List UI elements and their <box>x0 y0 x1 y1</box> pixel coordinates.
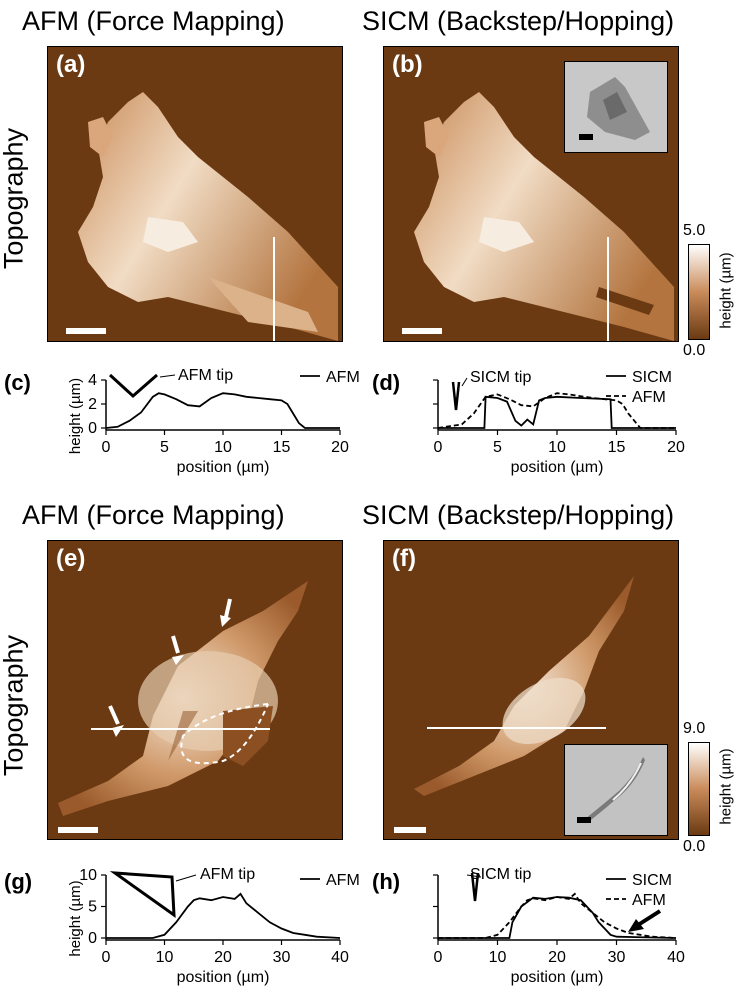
panel-b-optical-inset <box>564 61 668 153</box>
plot-d-legend-afm-label: AFM <box>632 389 666 406</box>
panel-f-image <box>394 576 634 833</box>
colorbar-bottom-unit: height (µm) <box>717 748 735 825</box>
plot-h-arrow-icon <box>628 909 662 932</box>
plot-d-series-afm-line <box>437 392 676 429</box>
plot-h-tip-label: SICM tip <box>470 866 531 883</box>
plot-h-tip-icon <box>466 872 482 902</box>
row-label-bottom: Topography <box>0 634 29 777</box>
plot-g-tip-label: AFM tip <box>200 866 255 883</box>
plot-c-xtick-label: 0 <box>102 439 111 456</box>
plot-c-ylabel: height (µm) <box>67 378 84 454</box>
panel-a-label: (a) <box>56 51 86 78</box>
sicm-bottom-header: SICM (Backstep/Hopping) <box>362 500 675 530</box>
panel-g-label: (g) <box>4 869 32 894</box>
panel-e-label: (e) <box>56 545 86 572</box>
plot-c-xtick-label: 20 <box>331 439 349 456</box>
plot-c-xtick-label: 15 <box>273 439 291 456</box>
afm-top-header: AFM (Force Mapping) <box>22 6 285 36</box>
plot-g-container: (g) 0 10 20 30 40 0 5 10 position (µm) height (µm)… <box>0 855 360 1000</box>
plot-h-container: (h) 0 10 20 30 40 position (µm) SICM AFM SICM tip <box>370 855 700 1000</box>
plot-c-xtick-label: 10 <box>214 439 232 456</box>
plot-d-svg: (d) 0 5 10 15 20 position (µm) SICM AFM SICM tip <box>372 369 685 476</box>
panel-e-scale-bar <box>58 827 98 833</box>
panel-e-image <box>58 581 308 833</box>
sicm-top-header: SICM (Backstep/Hopping) <box>362 6 675 36</box>
plot-g-ytick-label: 0 <box>88 930 97 947</box>
plot-h-series-afm-line <box>438 892 677 939</box>
plot-c-svg: (c) 0 5 10 15 20 0 2 4 position (µm) height (µm) AF… <box>4 367 360 476</box>
panel-e-afm-topography: (e) <box>47 540 343 840</box>
plot-h-xtick-label: 20 <box>548 949 566 966</box>
panel-f-optical-inset <box>564 744 668 836</box>
panel-d-label: (d) <box>372 370 400 395</box>
plot-h-legend-sicm-label: SICM <box>632 872 672 889</box>
plot-g-series-afm-line <box>106 892 341 939</box>
panel-f-scale-bar <box>394 827 426 833</box>
plot-h-xtick-label: 0 <box>434 949 443 966</box>
plot-c-ytick-label: 4 <box>88 372 97 389</box>
plot-c-legend-afm-label: AFM <box>326 369 360 386</box>
plot-c-ytick-label: 2 <box>88 396 97 413</box>
plot-g-ylabel: height (µm) <box>67 880 84 956</box>
plot-c-tip-icon <box>108 373 176 399</box>
plot-c-ytick-label: 0 <box>88 420 97 437</box>
plot-d-xlabel: position (µm) <box>511 459 604 476</box>
plot-g-xtick-label: 20 <box>214 949 232 966</box>
plot-g-legend-afm-label: AFM <box>326 872 360 889</box>
row-label-top: Topography <box>0 127 29 270</box>
plot-h-xtick-label: 40 <box>667 949 685 966</box>
plot-d-xtick-label: 15 <box>608 439 626 456</box>
panel-f-sicm-topography: (f) <box>383 540 679 840</box>
plot-c-container: (c) 0 5 10 15 20 0 2 4 position (µm) height (µm) AF… <box>0 360 360 500</box>
plot-g-xtick-label: 10 <box>156 949 174 966</box>
plot-c-xtick-label: 5 <box>160 439 169 456</box>
plot-h-xlabel: position (µm) <box>511 969 604 986</box>
panel-a-image <box>66 92 338 341</box>
panel-b-label: (b) <box>392 51 423 78</box>
plot-d-tip-label: SICM tip <box>470 369 531 386</box>
afm-bottom-header: AFM (Force Mapping) <box>22 500 285 530</box>
plot-c-tip-label: AFM tip <box>178 367 233 384</box>
plot-g-xtick-label: 40 <box>331 949 349 966</box>
plot-d-xtick-label: 10 <box>548 439 566 456</box>
panel-b-image <box>402 92 674 341</box>
plot-d-xtick-label: 0 <box>434 439 443 456</box>
plot-g-ytick-label: 10 <box>79 867 97 884</box>
plot-g-ytick-label: 5 <box>88 899 97 916</box>
panel-f-label: (f) <box>392 545 416 572</box>
plot-c-xlabel: position (µm) <box>177 459 270 476</box>
panel-b-scale-bar <box>402 328 442 334</box>
panel-e-arrows <box>108 598 232 737</box>
plot-d-legend-sicm-label: SICM <box>632 369 672 386</box>
plot-g-xlabel: position (µm) <box>177 969 270 986</box>
colorbar-bottom <box>688 742 710 836</box>
plot-g-xtick-label: 30 <box>273 949 291 966</box>
colorbar-bottom-min: 0.0 <box>683 838 706 855</box>
panel-b-sicm-topography: (b) <box>383 46 679 342</box>
plot-d-container: (d) 0 5 10 15 20 position (µm) SICM AFM SICM tip <box>370 360 700 500</box>
colorbar-top-min: 0.0 <box>683 342 706 359</box>
colorbar-top-unit: height (µm) <box>717 252 735 329</box>
plot-d-tip-icon <box>451 377 468 411</box>
panel-a-afm-topography: (a) <box>47 46 343 342</box>
panel-c-label: (c) <box>4 370 31 395</box>
plot-d-xtick-label: 5 <box>493 439 502 456</box>
colorbar-top-max: 5.0 <box>683 222 706 239</box>
plot-g-tip-icon <box>109 871 197 919</box>
colorbar-top <box>688 244 710 340</box>
plot-c-series-afm-line <box>105 392 340 429</box>
plot-g-xtick-label: 0 <box>102 949 111 966</box>
plot-d-xtick-label: 20 <box>667 439 685 456</box>
plot-h-svg: (h) 0 10 20 30 40 position (µm) SICM AFM SICM tip <box>372 866 685 986</box>
colorbar-bottom-max: 9.0 <box>683 720 706 737</box>
panel-h-label: (h) <box>372 869 400 894</box>
panel-a-scale-bar <box>66 328 106 334</box>
panel-e-dashed-region <box>180 703 269 765</box>
plot-h-xtick-label: 10 <box>489 949 507 966</box>
plot-h-xtick-label: 30 <box>608 949 626 966</box>
plot-h-legend-afm-label: AFM <box>632 892 666 909</box>
plot-h-series-sicm-line <box>438 896 677 939</box>
